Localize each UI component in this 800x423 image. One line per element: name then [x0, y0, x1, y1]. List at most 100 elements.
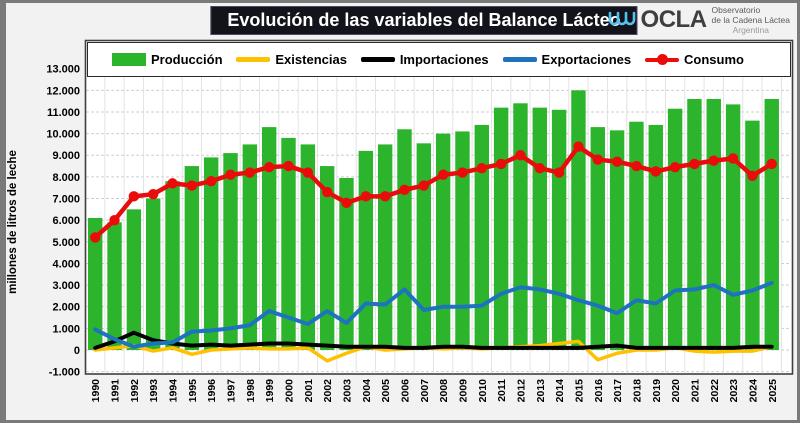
- svg-text:8.000: 8.000: [52, 172, 80, 184]
- svg-text:2021: 2021: [689, 379, 701, 403]
- bar: [281, 137, 296, 350]
- exportaciones-line-icon: [502, 57, 537, 62]
- ocla-subtitle-line3: Argentina: [732, 25, 769, 36]
- svg-text:5.000: 5.000: [52, 237, 80, 249]
- bar: [474, 124, 489, 350]
- bar: [764, 98, 779, 350]
- bar: [165, 181, 180, 350]
- bar: [107, 222, 122, 350]
- svg-text:2000: 2000: [284, 379, 296, 403]
- line-importaciones: [93, 330, 774, 350]
- svg-text:2007: 2007: [419, 379, 431, 403]
- bar: [667, 108, 683, 351]
- markers-consumo: [90, 141, 777, 243]
- bar: [300, 144, 316, 350]
- svg-text:2015: 2015: [573, 379, 585, 403]
- svg-text:13.000: 13.000: [46, 64, 80, 76]
- svg-text:2012: 2012: [515, 379, 527, 403]
- bar: [532, 107, 547, 350]
- bar: [590, 127, 605, 350]
- legend-label-existencias: Existencias: [275, 52, 347, 67]
- svg-text:1997: 1997: [226, 379, 238, 403]
- consumo-line-marker-icon: [645, 54, 680, 66]
- svg-text:2020: 2020: [670, 379, 682, 403]
- svg-text:2014: 2014: [554, 379, 566, 403]
- bar: [358, 150, 374, 350]
- svg-text:4.000: 4.000: [52, 258, 80, 270]
- svg-text:2010: 2010: [477, 379, 489, 403]
- svg-text:1998: 1998: [245, 379, 257, 403]
- bar: [261, 127, 277, 350]
- legend-item-consumo: Consumo: [645, 52, 744, 67]
- bar: [319, 166, 335, 350]
- bar: [455, 131, 470, 350]
- svg-text:2024: 2024: [747, 379, 759, 403]
- legend-item-importaciones: Importaciones: [360, 52, 489, 67]
- svg-text:2016: 2016: [593, 379, 605, 403]
- bar: [184, 166, 200, 350]
- svg-text:2013: 2013: [535, 379, 547, 403]
- bar: [377, 144, 393, 350]
- svg-text:2018: 2018: [631, 379, 643, 403]
- bar: [551, 109, 567, 351]
- svg-text:9.000: 9.000: [52, 150, 80, 162]
- svg-text:2022: 2022: [709, 379, 721, 403]
- ocla-subtitle-line2: de la Cadena Láctea: [711, 15, 790, 26]
- bar: [706, 98, 721, 350]
- svg-text:12.000: 12.000: [46, 85, 80, 97]
- bar: [609, 130, 625, 350]
- svg-text:1994: 1994: [168, 379, 180, 403]
- x-axis-ticks: 1990 1991 1992 1993 1994 1995 1996 1997 1998 1999…: [90, 379, 779, 403]
- bar: [687, 98, 702, 350]
- ocla-subtitle: Observatorio de la Cadena Láctea Argenti…: [712, 5, 790, 36]
- svg-text:1990: 1990: [90, 379, 102, 403]
- svg-text:1999: 1999: [264, 379, 276, 403]
- importaciones-line-icon: [360, 57, 395, 62]
- bar: [416, 143, 432, 350]
- gridlines-vertical: [104, 41, 782, 374]
- svg-text:2006: 2006: [399, 379, 411, 403]
- y-axis-title: millones de litros de leche: [7, 150, 19, 294]
- bar: [242, 144, 258, 350]
- svg-text:2025: 2025: [767, 379, 779, 403]
- svg-text:2004: 2004: [361, 379, 373, 403]
- bar: [223, 153, 238, 350]
- line-exportaciones: [93, 280, 774, 349]
- produccion-swatch-icon: [112, 53, 146, 66]
- legend-label-produccion: Producción: [151, 52, 223, 67]
- legend-item-existencias: Existencias: [236, 52, 347, 67]
- svg-text:10.000: 10.000: [46, 129, 80, 141]
- bar: [203, 157, 219, 350]
- svg-text:2005: 2005: [380, 379, 392, 403]
- legend-label-importaciones: Importaciones: [399, 52, 489, 67]
- svg-text:1995: 1995: [187, 379, 199, 403]
- svg-text:2.000: 2.000: [52, 302, 80, 314]
- bar: [126, 209, 142, 350]
- bar: [571, 90, 586, 350]
- bar: [493, 107, 509, 350]
- svg-text:2009: 2009: [457, 379, 469, 403]
- svg-text:2023: 2023: [728, 379, 740, 403]
- bar: [629, 121, 644, 350]
- ocla-wave-icon: [608, 11, 635, 26]
- svg-text:2017: 2017: [612, 379, 624, 403]
- ocla-logo: OCLA Observatorio de la Cadena Láctea Ar…: [607, 5, 790, 36]
- legend-label-consumo: Consumo: [684, 52, 744, 67]
- svg-text:3.000: 3.000: [52, 280, 80, 292]
- legend-label-exportaciones: Exportaciones: [541, 52, 632, 67]
- svg-text:1993: 1993: [148, 379, 160, 403]
- bar: [435, 133, 451, 350]
- svg-text:2001: 2001: [303, 379, 315, 403]
- bar: [397, 129, 412, 350]
- svg-text:11.000: 11.000: [47, 107, 80, 119]
- svg-text:7.000: 7.000: [52, 194, 80, 206]
- legend-item-exportaciones: Exportaciones: [502, 52, 632, 67]
- legend-item-produccion: Producción: [112, 52, 223, 67]
- svg-text:1992: 1992: [129, 379, 141, 403]
- svg-text:2002: 2002: [322, 379, 334, 403]
- bar: [648, 124, 663, 350]
- existencias-line-icon: [236, 57, 271, 62]
- svg-text:1996: 1996: [206, 379, 218, 403]
